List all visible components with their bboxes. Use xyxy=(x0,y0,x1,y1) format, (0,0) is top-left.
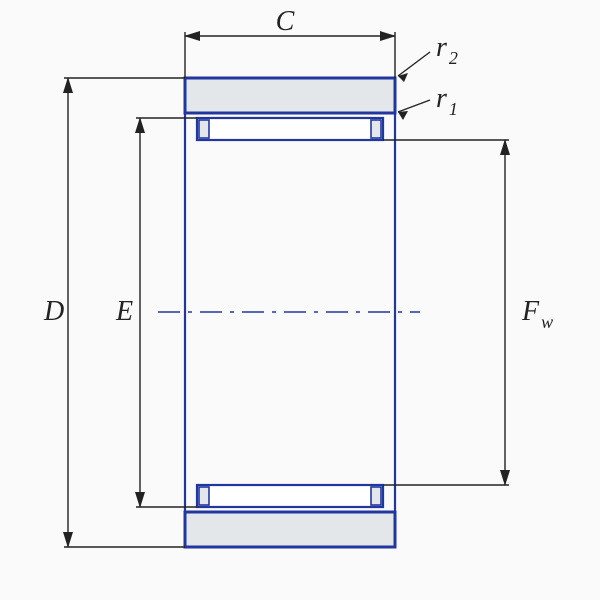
dim-label-r2: r2 xyxy=(436,32,458,68)
dim-label-fw: Fw xyxy=(521,296,553,332)
dim-label-e: E xyxy=(115,296,133,327)
bearing-section-drawing: C D E Fw r2 r1 xyxy=(0,0,600,600)
dim-label-d: D xyxy=(43,296,64,327)
dim-label-r1: r1 xyxy=(436,83,458,119)
dim-label-c: C xyxy=(276,6,295,37)
